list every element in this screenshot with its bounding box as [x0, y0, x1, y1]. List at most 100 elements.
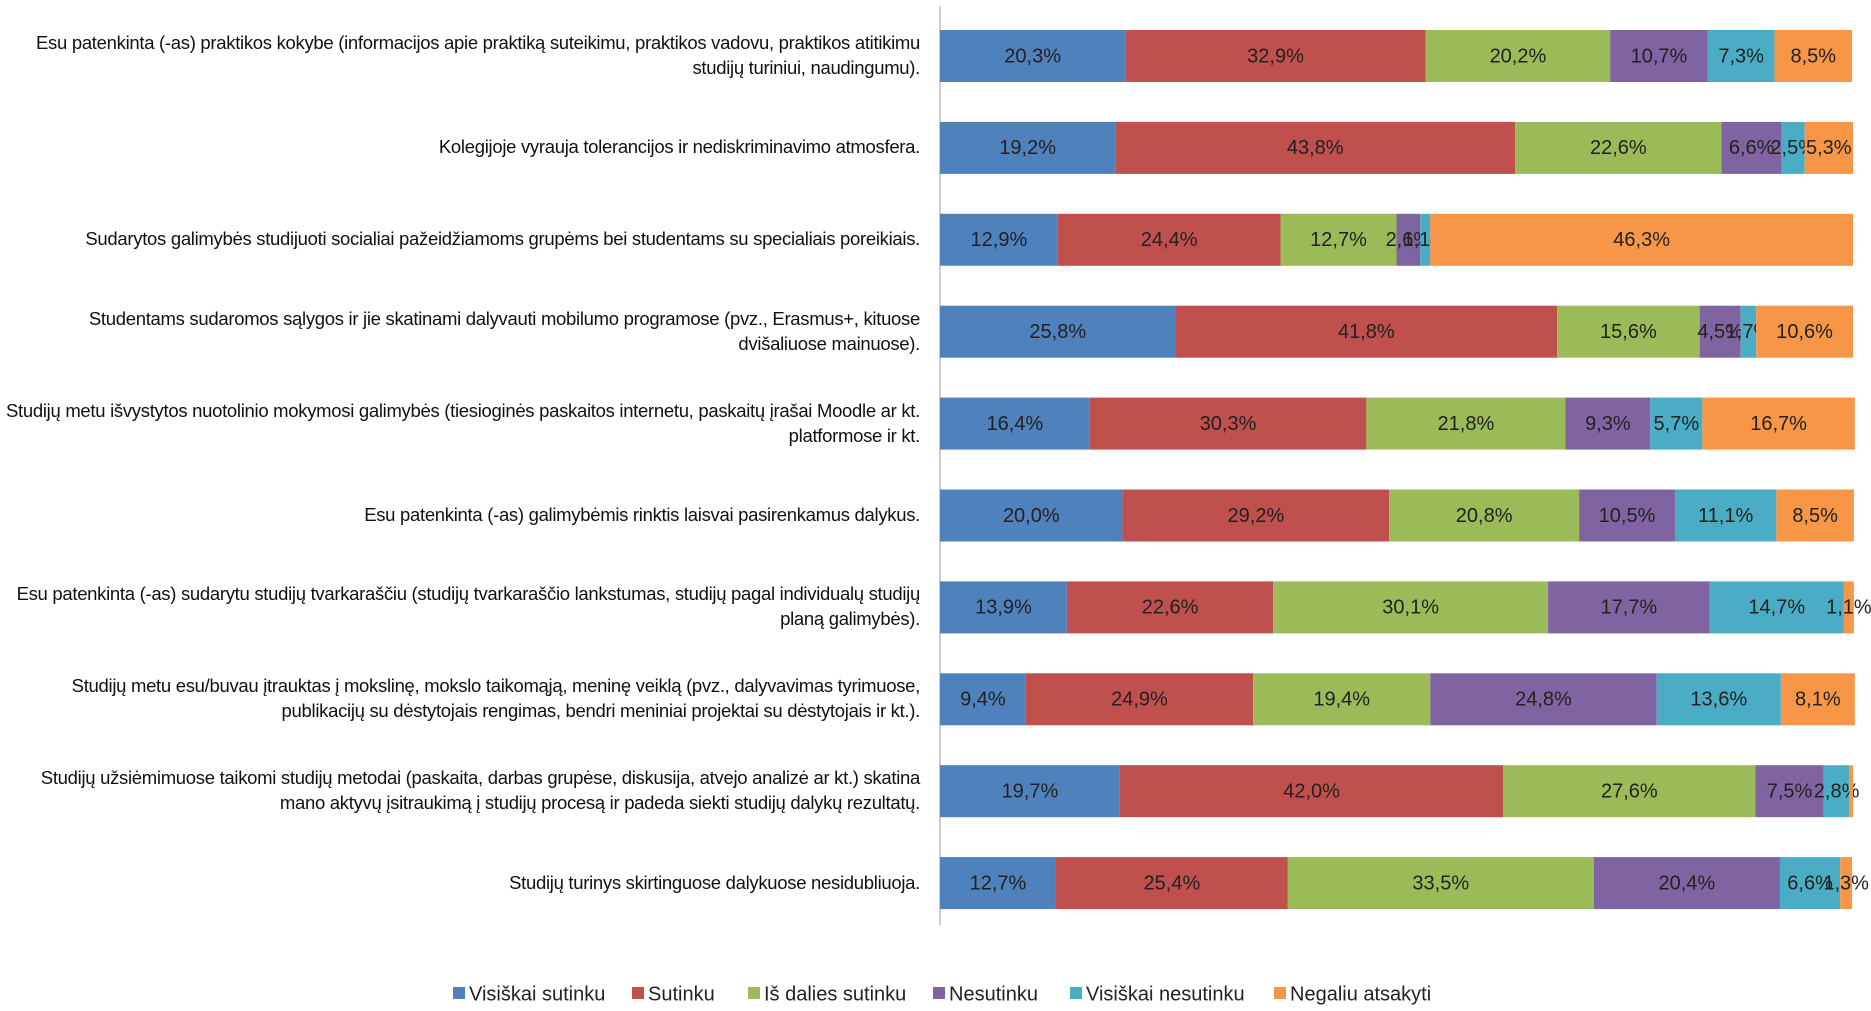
bar-segment: [1175, 305, 1558, 358]
bar-segment: [1287, 857, 1594, 910]
category-label: Studijų metu esu/buvau įtrauktas į moksl…: [71, 675, 921, 722]
category-label: Esu patenkinta (-as) sudarytu studijų tv…: [16, 583, 921, 630]
bar-segment: [940, 213, 1058, 266]
value-label: 25,8%: [1029, 321, 1086, 343]
value-label: 20,0%: [1003, 505, 1060, 527]
value-label: 6,6%: [1787, 872, 1833, 894]
bar-segment: [940, 305, 1176, 358]
value-label: 12,7%: [970, 872, 1027, 894]
value-label: 8,1%: [1795, 689, 1841, 711]
value-label: 24,4%: [1141, 229, 1198, 251]
bar-segment: [1548, 581, 1710, 634]
bar-segment: [1774, 30, 1853, 82]
bar-segment: [1115, 121, 1516, 174]
bar-segment: [1420, 213, 1431, 266]
value-label: 27,6%: [1601, 780, 1658, 802]
value-label: 9,3%: [1585, 413, 1631, 435]
category-label: Studijų turinys skirtinguose dalykuose n…: [509, 871, 920, 893]
category-label: Studijų metu išvystytos nuotolinio mokym…: [6, 399, 920, 446]
category-label: Esu patenkinta (-as) praktikos kokybe (i…: [36, 32, 920, 78]
category-label: Kolegijoje vyrauja tolerancijos ir nedis…: [438, 136, 920, 158]
bar-segment: [1389, 489, 1580, 542]
value-label: 19,4%: [1313, 689, 1370, 711]
bar-segment: [1610, 30, 1708, 82]
bar-segment: [1756, 305, 1853, 358]
bar-segment: [1565, 397, 1651, 450]
bar-segment: [1396, 213, 1421, 266]
bar-segment: [1125, 30, 1426, 82]
category-label: Studentams sudaromos sąlygos ir jie skat…: [88, 307, 920, 354]
bar-segment: [1273, 581, 1549, 634]
value-label: 10,5%: [1599, 505, 1656, 527]
value-label: 12,7%: [1310, 229, 1367, 251]
bar-segment: [1804, 121, 1853, 174]
legend-swatch: [1070, 987, 1082, 999]
value-label: 13,6%: [1690, 689, 1747, 711]
value-label: 13,9%: [975, 597, 1032, 619]
value-label: 12,9%: [971, 229, 1028, 251]
bar-segment: [1066, 581, 1274, 634]
bar-segment: [940, 857, 1056, 910]
bar-segment: [1430, 213, 1853, 266]
value-label: 20,2%: [1490, 45, 1547, 67]
value-label: 10,6%: [1776, 321, 1833, 343]
bar-segment: [1699, 305, 1741, 358]
value-label: 21,8%: [1438, 413, 1495, 435]
legend-label: Sutinku: [648, 983, 715, 1005]
bar-segment: [1656, 673, 1781, 726]
value-label: 43,8%: [1287, 137, 1344, 159]
value-label: 1,1%: [1826, 597, 1871, 619]
value-label: 2,8%: [1814, 780, 1860, 802]
bar-segment: [1579, 489, 1675, 542]
bar-segment: [940, 765, 1120, 818]
value-label: 42,0%: [1283, 780, 1340, 802]
value-label: 9,4%: [960, 689, 1006, 711]
legend-label: Iš dalies sutinku: [764, 983, 906, 1005]
legend-swatch: [1274, 987, 1286, 999]
category-label: Esu patenkinta (-as) galimybėmis rinktis…: [364, 504, 920, 525]
bar-segment: [1430, 673, 1657, 726]
bar-segment: [1840, 857, 1853, 910]
bar-segment: [1280, 213, 1397, 266]
bar-segment: [1025, 673, 1254, 726]
bar-segment: [1776, 489, 1854, 542]
bar-segment: [1119, 765, 1504, 818]
bar-segment: [940, 397, 1090, 450]
value-label: 20,8%: [1456, 505, 1513, 527]
bar-segment: [1593, 857, 1780, 910]
value-label: 32,9%: [1247, 45, 1304, 67]
bar-segment: [940, 30, 1126, 82]
value-label: 19,2%: [999, 137, 1056, 159]
value-label: 16,7%: [1750, 413, 1807, 435]
legend-swatch: [453, 987, 465, 999]
bar-segment: [1055, 857, 1288, 910]
bar-segment: [1253, 673, 1431, 726]
legend-label: Visiškai sutinku: [469, 983, 605, 1005]
bar-segment: [1843, 581, 1854, 634]
bar-segment: [1707, 30, 1775, 82]
bar-segment: [1823, 765, 1850, 818]
bar-segment: [940, 581, 1067, 634]
value-label: 17,7%: [1600, 597, 1657, 619]
value-label: 5,3%: [1806, 137, 1852, 159]
bar-segment: [1709, 581, 1844, 634]
bar-segment: [1674, 489, 1777, 542]
bar-segment: [1780, 673, 1855, 726]
legend-label: Negaliu atsakyti: [1290, 983, 1431, 1005]
value-label: 2,6%: [1386, 229, 1432, 251]
bar-segment: [1425, 30, 1611, 82]
bar-segment: [1122, 489, 1390, 542]
bar-segment: [1557, 305, 1700, 358]
value-label: 22,6%: [1590, 137, 1647, 159]
value-label: 20,3%: [1004, 45, 1061, 67]
value-label: 7,5%: [1767, 780, 1813, 802]
value-label: 1,3%: [1823, 872, 1869, 894]
bar-segment: [940, 489, 1123, 542]
value-label: 24,9%: [1111, 689, 1168, 711]
value-label: 29,2%: [1228, 505, 1285, 527]
bar-segment: [1702, 397, 1855, 450]
category-label: Sudarytos galimybės studijuoti socialiai…: [85, 228, 920, 250]
value-label: 4,5%: [1697, 321, 1743, 343]
value-label: 41,8%: [1338, 321, 1395, 343]
